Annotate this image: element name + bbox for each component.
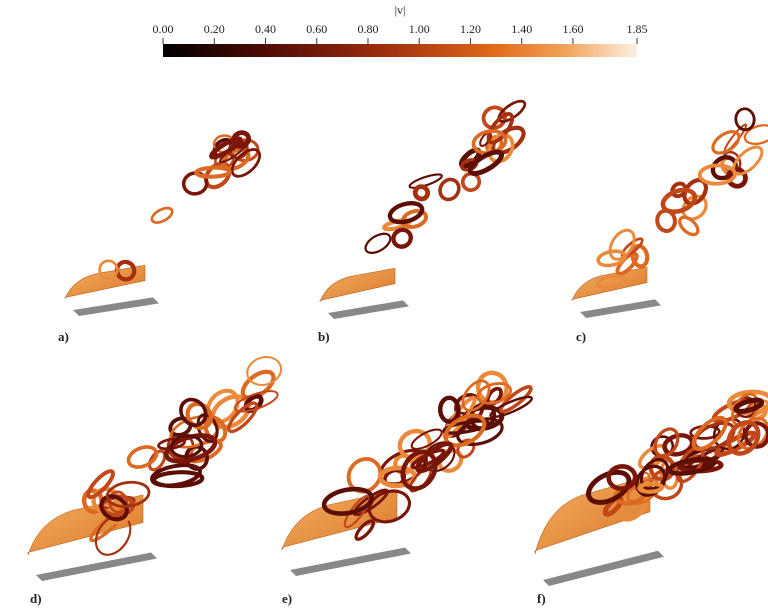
vortex [150, 205, 175, 225]
vortex [660, 186, 698, 216]
colorbar-tick-label: 1.85 [627, 22, 648, 36]
panel: c) [572, 108, 768, 344]
colorbar-tick-label: 1.00 [409, 22, 430, 36]
colorbar-tick-label: 0.40 [255, 22, 276, 36]
panel-label: e) [282, 591, 292, 606]
colorbar-tick-label: 0.80 [357, 22, 378, 36]
vortex [436, 176, 462, 203]
panel-label: c) [576, 329, 586, 344]
colorbar [163, 44, 637, 57]
colorbar-tick-label: 1.20 [460, 22, 481, 36]
vortex [413, 184, 430, 201]
vortex [362, 230, 393, 257]
vortex [126, 443, 160, 471]
panel: f) [535, 390, 768, 606]
vortex [709, 127, 743, 157]
panel-label: d) [30, 591, 42, 606]
plate-shadow [290, 548, 411, 577]
plate [572, 267, 647, 301]
colorbar-tick-label: 1.40 [511, 22, 532, 36]
colorbar-tick-label: 0.00 [153, 22, 174, 36]
panel: b) [318, 97, 528, 344]
plate-shadow [580, 299, 661, 318]
plate-shadow [328, 300, 409, 319]
plate-shadow [36, 553, 157, 582]
panel-label: f) [537, 591, 546, 606]
colorbar-title: |v| [395, 3, 406, 17]
plate-shadow [73, 297, 159, 316]
colorbar-tick-label: 1.60 [562, 22, 583, 36]
panel: d) [28, 353, 285, 606]
panel-label: a) [58, 329, 69, 344]
figure: |v| a) b) c) d) e) f) 0.00 0.20 0.40 0.60 0.80 1.0… [0, 0, 768, 610]
panel-label: b) [318, 329, 330, 344]
panel: a) [58, 130, 264, 344]
colorbar-tick-label: 0.60 [306, 22, 327, 36]
panel: e) [282, 369, 534, 606]
plate [320, 268, 395, 302]
vortex [725, 166, 749, 190]
plate-shadow [543, 551, 664, 586]
panels: a) b) c) d) e) f) [28, 97, 768, 606]
colorbar-tick-label: 0.20 [204, 22, 225, 36]
vortex [196, 167, 230, 177]
